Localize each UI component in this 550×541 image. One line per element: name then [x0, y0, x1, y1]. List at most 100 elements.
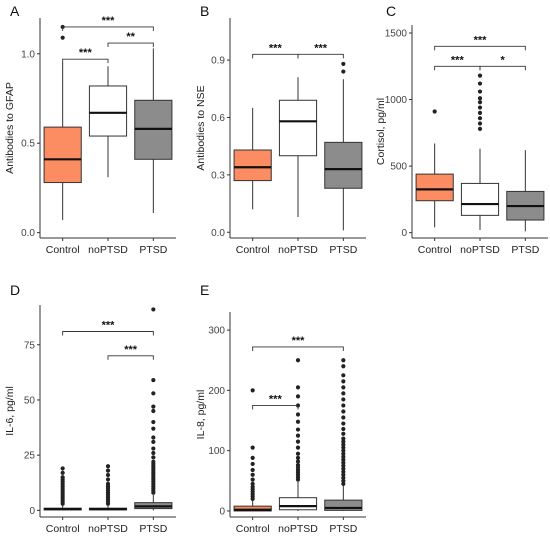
- iqr-box: [415, 173, 454, 202]
- iqr-box: [233, 505, 272, 512]
- bracket-line: [107, 355, 154, 360]
- outlier-point: [477, 121, 483, 126]
- panel-e: E 0 100 200 300 Control noPTSD PTSD IL-8, pg/ml *…: [195, 282, 366, 535]
- outlier-point: [341, 439, 346, 444]
- significance-bracket: ***: [252, 393, 299, 410]
- outlier-point: [151, 439, 156, 445]
- outlier-point: [151, 426, 156, 431]
- significance-bracket: ***: [434, 34, 526, 51]
- box-control: [43, 466, 82, 511]
- outlier-point: [295, 419, 301, 424]
- outlier-point: [151, 408, 156, 414]
- y-tick-label: 25: [24, 451, 36, 462]
- outlier-point: [477, 100, 483, 105]
- x-tick-label: Control: [236, 244, 270, 256]
- box-noptsd: [278, 77, 318, 217]
- outlier-point: [295, 433, 301, 438]
- outlier-point: [151, 459, 156, 464]
- x-tick-label: Control: [46, 244, 80, 256]
- outlier-point: [477, 126, 483, 131]
- box-noptsd: [278, 358, 318, 511]
- y-axis-label: IL-6, pg/ml: [4, 386, 16, 436]
- significance-bracket: **: [107, 31, 154, 48]
- outlier-point: [341, 61, 346, 67]
- y-tick-label: 0.3: [211, 170, 225, 181]
- x-tick-label: noPTSD: [88, 244, 128, 256]
- y-tick-label: 300: [208, 326, 225, 337]
- y-tick-label: 0: [29, 506, 35, 517]
- outlier-point: [295, 439, 301, 444]
- outlier-point: [432, 109, 437, 114]
- y-tick-label: 0.6: [211, 113, 225, 124]
- outlier-point: [341, 373, 346, 378]
- outlier-point: [151, 391, 156, 396]
- outlier-point: [341, 421, 346, 426]
- significance-label: **: [126, 31, 135, 43]
- significance-label: ***: [79, 47, 93, 59]
- box-control: [415, 109, 454, 228]
- bracket-line: [62, 26, 154, 31]
- x-tick-label: noPTSD: [278, 523, 318, 535]
- x-tick-label: PTSD: [511, 244, 539, 256]
- y-axis-label: Cortisol, pg/ml: [375, 98, 387, 165]
- panel-b: B 0.0 0.3 0.6 0.9 Control noPTSD PTSD Antibodies…: [195, 3, 366, 256]
- y-tick-label: 1500: [385, 28, 408, 39]
- outlier-point: [341, 385, 346, 390]
- outlier-point: [477, 116, 483, 121]
- outlier-point: [295, 412, 301, 417]
- significance-bracket: ***: [62, 15, 154, 31]
- outlier-point: [60, 475, 65, 480]
- outlier-point: [105, 481, 111, 486]
- panel-c: C 0 500 1000 1500 Control noPTSD PTSD Cortisol, …: [375, 3, 548, 256]
- outlier-point: [105, 477, 111, 482]
- outlier-point: [341, 403, 346, 408]
- box-control: [233, 107, 272, 210]
- y-tick-label: 1000: [385, 95, 408, 106]
- significance-label: ***: [292, 335, 306, 347]
- bracket-line: [107, 42, 154, 48]
- outlier-point: [341, 431, 346, 436]
- y-tick-label: 0.0: [211, 228, 225, 239]
- outlier-point: [151, 307, 156, 312]
- box-control: [233, 388, 272, 512]
- panel-letter: A: [10, 3, 20, 19]
- outlier-point: [341, 442, 346, 447]
- outlier-point: [105, 464, 111, 469]
- significance-bracket: ***: [62, 320, 154, 336]
- iqr-box: [43, 126, 82, 184]
- outlier-point: [151, 455, 156, 460]
- outlier-point: [477, 73, 483, 78]
- significance-label: ***: [124, 344, 138, 356]
- outlier-point: [295, 445, 301, 450]
- significance-label: ***: [451, 54, 465, 66]
- significance-bracket: ***: [297, 42, 344, 59]
- panel-letter: B: [200, 3, 209, 19]
- outlier-point: [341, 409, 346, 414]
- outlier-point: [295, 358, 301, 363]
- significance-bracket: ***: [252, 42, 299, 59]
- y-tick-label: 200: [208, 386, 225, 397]
- outlier-point: [341, 457, 346, 462]
- x-tick-label: Control: [46, 523, 80, 535]
- outlier-point: [341, 469, 346, 474]
- outlier-point: [341, 364, 346, 369]
- outlier-point: [295, 459, 301, 464]
- outlier-point: [151, 446, 156, 451]
- outlier-point: [341, 448, 346, 453]
- y-tick-label: 0.0: [21, 228, 35, 239]
- outlier-point: [341, 436, 346, 441]
- y-tick-label: 0.5: [21, 139, 35, 150]
- outlier-point: [341, 463, 346, 468]
- panel-a: A 0.0 0.5 1.0 Control noPTSD PTSD Antibodies to…: [4, 3, 176, 256]
- outlier-point: [151, 419, 156, 425]
- outlier-point: [295, 385, 301, 390]
- panel-letter: D: [10, 282, 20, 298]
- significance-label: ***: [269, 393, 283, 405]
- outlier-point: [341, 445, 346, 450]
- outlier-point: [341, 391, 346, 396]
- iqr-box: [233, 149, 272, 182]
- outlier-point: [341, 451, 346, 456]
- outlier-point: [151, 450, 156, 456]
- outlier-point: [105, 468, 111, 473]
